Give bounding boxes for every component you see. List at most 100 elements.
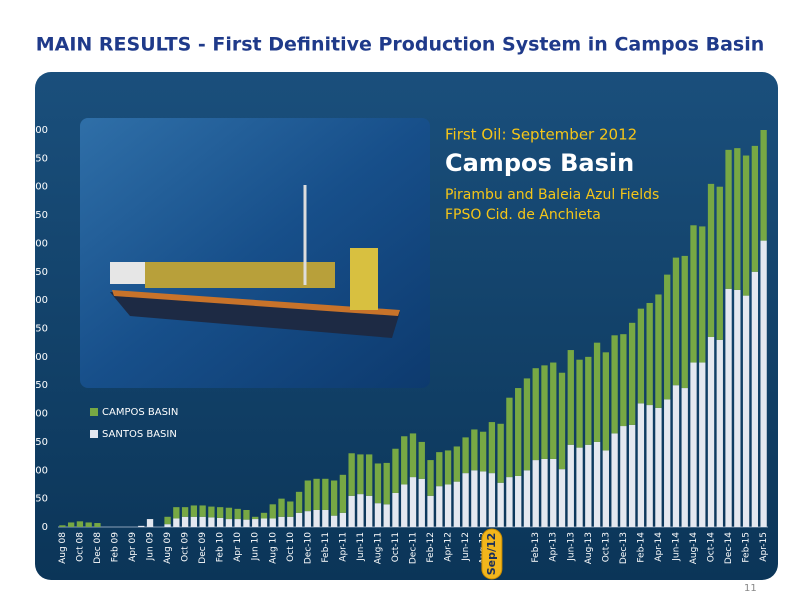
bar-segment (628, 424, 636, 527)
x-tick-label: Apr-11 (338, 532, 348, 562)
x-tick-label: Dec-11 (409, 532, 419, 564)
bar-segment (234, 508, 241, 520)
bar-segment (173, 518, 180, 527)
bar-segment (208, 517, 215, 527)
bar-segment (348, 453, 355, 496)
x-tick-label: Jun-11 (356, 532, 366, 562)
bar-segment (453, 481, 460, 527)
bar-segment (734, 289, 741, 527)
bar-segment (427, 460, 434, 496)
bar-segment (716, 339, 723, 527)
x-tick-label: Jun-13 (566, 532, 576, 562)
bar-segment (725, 149, 732, 289)
bar-segment (164, 516, 171, 525)
bar-segment (287, 501, 294, 517)
bar-segment (383, 504, 390, 527)
bar-segment (322, 509, 329, 527)
bar-segment (164, 524, 171, 527)
bar-segment (401, 436, 408, 485)
bar-segment (479, 471, 487, 527)
x-tick-label: Feb-15 (742, 532, 752, 563)
bar-segment (85, 522, 92, 527)
bar-segment (751, 271, 759, 527)
bar-segment (427, 495, 434, 527)
bar-segment (462, 473, 469, 527)
bar-segment (567, 350, 574, 445)
bar-segment (523, 378, 531, 471)
x-tick-label: Apr-13 (549, 532, 559, 562)
bar-segment (366, 454, 373, 496)
x-tick-label: Jun-12 (461, 532, 471, 562)
bar-segment (681, 388, 688, 527)
bar-segment (418, 478, 425, 527)
x-tick-label: Feb 10 (216, 532, 226, 563)
vessel: FPSO Cid. de Anchieta (445, 207, 601, 223)
bar-segment (742, 155, 750, 296)
highlight-badge (481, 528, 503, 580)
bar-segment (322, 478, 329, 510)
bar-segment (260, 518, 268, 527)
bar-segment (707, 337, 715, 527)
bar-segment (225, 519, 233, 527)
x-tick-label: Aug 08 (58, 532, 68, 564)
bar-segment (59, 525, 66, 527)
bar-segment (506, 397, 513, 478)
y-tick-label: 250 (29, 380, 48, 391)
bar-segment (383, 462, 390, 505)
bar-segment (234, 519, 241, 527)
y-tick-label: 150 (29, 437, 48, 448)
x-tick-label: Jun 09 (146, 532, 156, 562)
x-tick-label: Dec 08 (93, 532, 103, 564)
x-tick-label: Aug-13 (584, 532, 594, 564)
bar-segment (138, 525, 145, 527)
x-tick-label: Dec 09 (198, 532, 208, 564)
basin-name: Campos Basin (445, 149, 634, 177)
bar-segment (576, 359, 583, 448)
bar-segment (444, 484, 452, 527)
bar-segment (742, 295, 750, 527)
bar-segment (252, 516, 259, 520)
y-tick-label: 300 (29, 352, 48, 363)
bar-segment (243, 509, 250, 520)
y-tick-label: 400 (29, 295, 48, 306)
bar-segment (181, 507, 189, 517)
slide-title: MAIN RESULTS - First Definitive Producti… (36, 34, 765, 56)
bar-segment (269, 504, 276, 519)
bar-segment (348, 495, 355, 527)
bar-segment (541, 365, 548, 459)
bar-segment (287, 516, 294, 527)
bar-segment (225, 507, 233, 520)
legend-swatch (90, 408, 98, 416)
bar-segment (567, 444, 574, 527)
bar-segment (550, 458, 557, 527)
x-tick-label: Apr 10 (233, 532, 243, 562)
bar-segment (602, 352, 609, 451)
y-tick-label: 500 (29, 238, 48, 249)
bar-segment (436, 486, 443, 527)
bar-segment (523, 470, 531, 527)
bar-segment (716, 186, 723, 340)
bar-segment (208, 506, 215, 518)
bar-segment (67, 522, 75, 527)
bar-segment (751, 145, 759, 272)
bar-segment (295, 491, 303, 513)
bar-segment (146, 519, 154, 527)
x-tick-label: Feb-12 (426, 532, 436, 563)
x-tick-label: Feb-14 (636, 532, 646, 563)
bar-segment (76, 521, 84, 527)
bar-segment (681, 255, 688, 389)
bar-segment (532, 460, 539, 527)
bar-segment (190, 516, 198, 527)
y-tick-label: 0 (42, 522, 48, 533)
bar-segment (401, 484, 408, 527)
bar-segment (392, 492, 399, 527)
y-tick-label: 600 (29, 182, 48, 193)
bar-segment (313, 509, 320, 527)
bar-segment (655, 407, 662, 527)
bar-segment (620, 426, 627, 527)
y-tick-label: 200 (29, 409, 48, 420)
bar-segment (497, 423, 504, 483)
bar-segment (436, 452, 443, 487)
y-tick-label: 650 (29, 153, 48, 164)
bar-segment (357, 494, 364, 527)
